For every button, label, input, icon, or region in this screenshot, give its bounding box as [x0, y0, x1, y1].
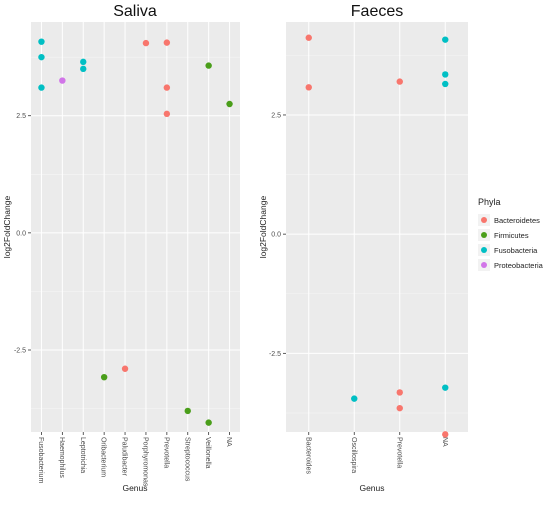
y-tick-label: 0.0 [16, 230, 26, 237]
data-point-bacteroidetes [305, 84, 312, 91]
data-point-fusobacteria [351, 395, 358, 402]
y-tick-label: 2.5 [271, 112, 281, 119]
y-axis-title: log2FoldChange [2, 196, 12, 259]
data-point-bacteroidetes [396, 78, 403, 85]
data-point-bacteroidetes [142, 39, 150, 47]
legend-key-bacteroidetes [481, 217, 487, 223]
legend-label: Proteobacteria [494, 261, 544, 270]
panel-saliva: -2.5 0.0 2.5 Fusobacterium Haemophilus Leptot… [2, 3, 240, 493]
x-tick-label: Porphyromonas [141, 437, 148, 487]
data-point-bacteroidetes [305, 34, 312, 41]
x-tick-label: Veillonella [204, 437, 211, 469]
data-point-bacteroidetes [442, 431, 449, 438]
data-point-firmicutes [226, 100, 233, 108]
data-point-fusobacteria [38, 53, 45, 61]
legend-title: Phyla [478, 197, 501, 207]
data-point-bacteroidetes [121, 365, 129, 372]
legend: Phyla Bacteroidetes Firmicutes Fusobacteria… [478, 197, 544, 271]
panel-faeces: -2.5 0.0 2.5 Bacteroides Oscillospira Prevote… [258, 3, 468, 493]
data-point-firmicutes [184, 407, 191, 415]
y-axis-title: log2FoldChange [258, 196, 268, 259]
x-axis-title: Genus [359, 483, 384, 493]
panel-background [31, 22, 240, 432]
data-point-fusobacteria [442, 36, 449, 43]
x-tick-label: Haemophilus [58, 437, 65, 478]
data-point-firmicutes [205, 419, 212, 426]
data-point-fusobacteria [442, 384, 449, 391]
data-point-fusobacteria [442, 80, 449, 88]
x-tick-label: Prevotella [162, 437, 169, 468]
legend-label: Firmicutes [494, 231, 529, 240]
x-tick-label: NA [225, 437, 232, 447]
data-point-fusobacteria [80, 58, 87, 66]
legend-label: Bacteroidetes [494, 216, 540, 225]
panel-title: Faeces [351, 3, 403, 20]
data-point-bacteroidetes [396, 404, 403, 412]
panel-title: Saliva [113, 3, 157, 20]
data-point-fusobacteria [80, 65, 87, 73]
x-axis-title: Genus [122, 483, 147, 493]
data-point-bacteroidetes [396, 389, 403, 396]
x-tick-label: Prevotella [395, 437, 402, 468]
data-point-fusobacteria [442, 71, 449, 78]
x-tick-label: NA [441, 437, 448, 447]
data-point-bacteroidetes [163, 39, 171, 46]
x-tick-label: Streptococcus [183, 437, 190, 482]
data-point-bacteroidetes [163, 84, 171, 91]
data-point-firmicutes [100, 373, 108, 381]
legend-key-fusobacteria [481, 247, 487, 253]
y-tick-label: -2.5 [14, 348, 26, 355]
legend-key-firmicutes [481, 232, 487, 238]
data-point-bacteroidetes [163, 110, 171, 118]
x-tick-label: Bacteroides [304, 437, 311, 474]
x-tick-label: Oscillospira [350, 437, 357, 473]
data-point-proteobacteria [59, 77, 66, 84]
y-tick-label: 2.5 [16, 113, 26, 120]
x-tick-label: Oribacterium [100, 437, 107, 477]
data-point-firmicutes [205, 62, 212, 69]
y-tick-label: -2.5 [269, 351, 281, 358]
x-tick-label: Leptotrichia [79, 437, 86, 473]
legend-label: Fusobacteria [494, 246, 538, 255]
legend-key-proteobacteria [481, 262, 487, 268]
data-point-fusobacteria [38, 38, 45, 45]
panel-background [286, 22, 468, 432]
y-tick-label: 0.0 [271, 232, 281, 239]
x-tick-label: Paludibacter [121, 437, 128, 477]
data-point-fusobacteria [38, 84, 45, 91]
x-tick-label: Fusobacterium [37, 437, 44, 483]
